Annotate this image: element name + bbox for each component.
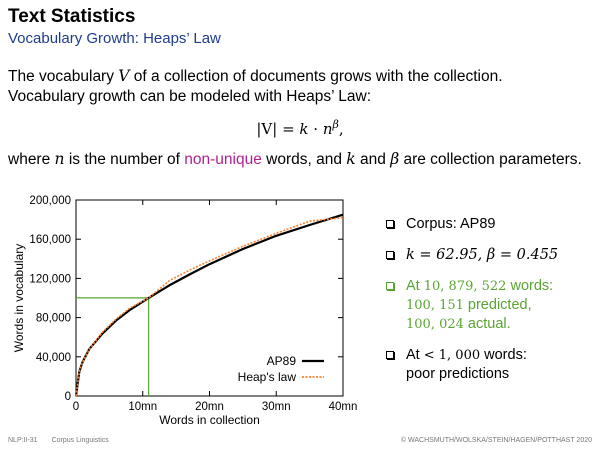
x-tick-label: 10mn [128,401,157,413]
vocabulary-growth-chart: 0 40,000 80,000 120,000 160,000 200,000 0 10mn 2… [12,195,358,427]
intro-line-2: Vocabulary growth can be modeled with He… [8,88,372,105]
where-text: are collection parameters. [399,151,582,168]
intro-text: of a collection of documents grows with … [129,68,503,85]
bullet-poor-predictions: At < 1, 000 words: poor predictions [386,346,596,384]
y-tick-label: 160,000 [29,234,71,246]
where-text: where [8,151,55,168]
math-n: n [54,150,65,168]
intro-text: The vocabulary [8,68,119,85]
bullet-number: < 1, 000 [423,348,481,363]
formula-beta: β [332,118,339,131]
x-tick-label: 20mn [195,401,224,413]
bullet-text: k = 62.95, β = 0.455 [406,247,559,263]
where-text: words, and [261,151,347,168]
formula-tail: , [338,120,344,138]
where-line: where n is the number of non-unique word… [8,150,582,169]
bullet-text: words: [480,347,527,363]
formula-dot: · [308,120,323,138]
series-line-ap89 [74,213,344,397]
y-tick-label: 120,000 [29,273,71,285]
math-beta: β [390,150,400,168]
annotation-guide-line [76,297,150,396]
y-axis-label: Words in vocabulary [12,244,26,353]
bullet-box-icon [386,251,394,259]
bullet-number: 100, 024 [406,317,464,332]
footer-copyright: © WACHSMUTH/WOLSKA/STEIN/HAGEN/POTTHAST … [400,437,592,444]
math-v: V [118,67,130,85]
footer-page: NLP:II-31 [8,437,38,444]
bullet-number: 100, 151 [406,298,464,313]
bullet-text: At [406,347,424,363]
formula-lhs: |V| [256,120,278,138]
y-tick-label: 0 [65,391,71,403]
y-tick-label: 200,000 [29,195,71,207]
bullet-text: predicted, [463,297,532,313]
intro-line-1: The vocabulary V of a collection of docu… [8,67,503,86]
where-text: is the number of [64,151,185,168]
bullet-list: Corpus: AP89 k = 62.95, β = 0.455 At 10,… [386,215,596,396]
bullet-text: Corpus: AP89 [406,216,496,232]
bullet-prediction: At 10, 879, 522 words: 100, 151 predicted… [386,277,596,334]
bullet-number: 10, 879, 522 [423,279,507,294]
footer-left: NLP:II-31 Corpus Linguistics [8,437,109,444]
slide-title: Text Statistics [8,6,136,27]
non-unique-highlight: non-unique [184,151,262,168]
legend-label: Heap's law [238,370,297,384]
slide-subtitle: Vocabulary Growth: Heaps’ Law [8,30,221,47]
bullet-box-icon [386,351,394,359]
bullet-text: poor predictions [406,366,510,382]
x-axis-label: Words in collection [159,413,260,427]
heaps-law-formula: |V| = k · nβ, [0,118,600,138]
where-text: and [355,151,391,168]
bullet-text: words: [506,278,554,294]
bullet-box-icon [386,282,394,290]
y-tick-label: 40,000 [36,352,71,364]
series-line-heaps-law [75,216,344,397]
x-tick-label: 30mn [262,401,291,413]
formula-n: n [322,120,333,138]
y-tick-label: 80,000 [36,313,71,325]
formula-k: k [299,120,309,138]
bullet-text: At [406,278,424,294]
footer-course: Corpus Linguistics [51,437,109,444]
legend-label: AP89 [267,354,297,368]
bullet-text: actual. [463,316,511,332]
formula-eq: = [277,120,300,138]
bullet-corpus: Corpus: AP89 [386,215,596,234]
x-tick-label: 40mn [329,401,358,413]
bullet-box-icon [386,220,394,228]
math-k: k [346,150,356,168]
bullet-parameters: k = 62.95, β = 0.455 [386,246,596,265]
x-tick-label: 0 [73,401,79,413]
